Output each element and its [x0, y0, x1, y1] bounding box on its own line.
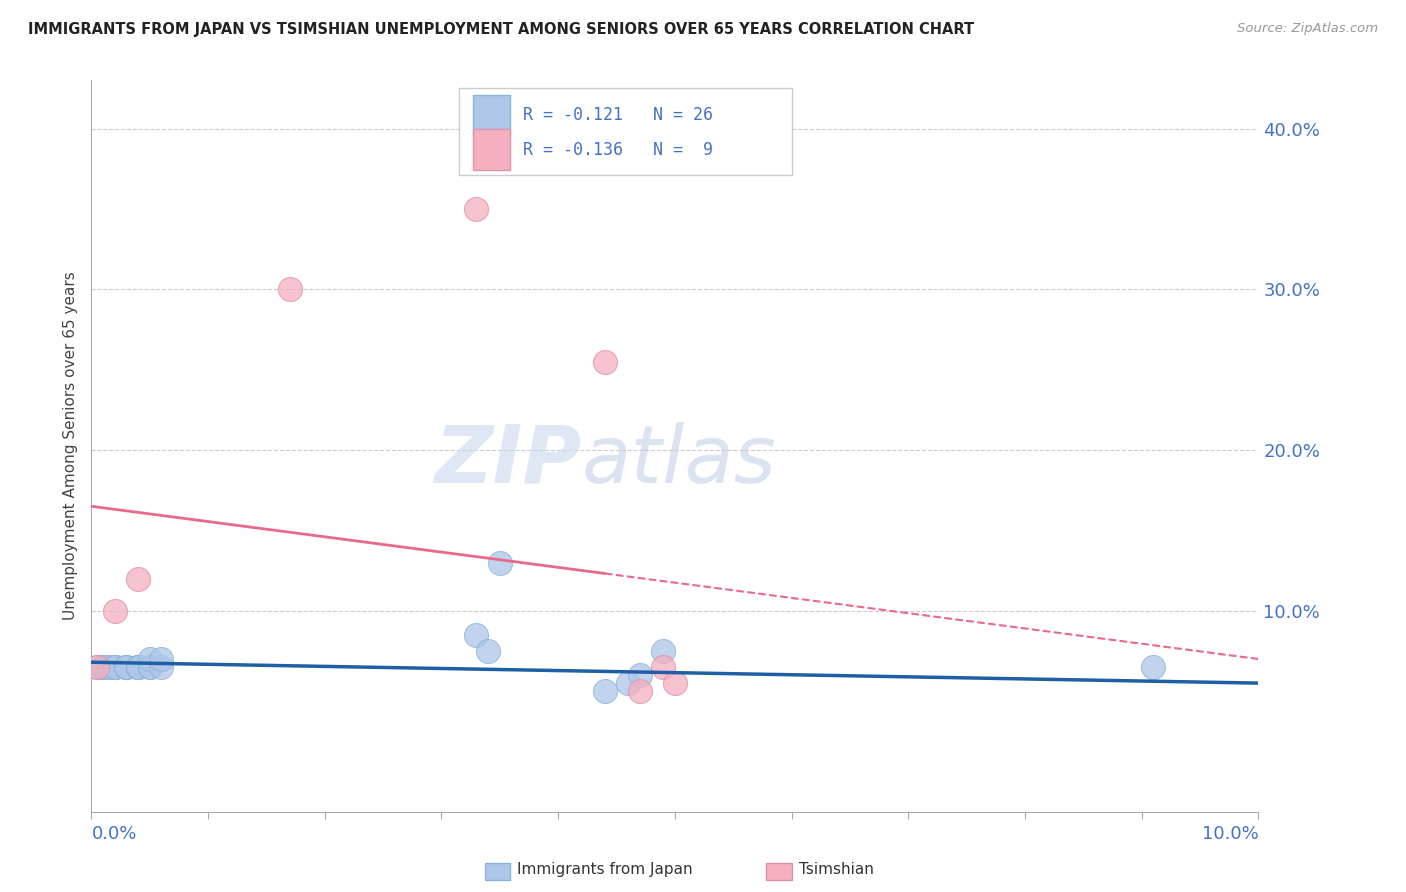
Point — [104, 660, 127, 674]
Text: IMMIGRANTS FROM JAPAN VS TSIMSHIAN UNEMPLOYMENT AMONG SENIORS OVER 65 YEARS CORR: IMMIGRANTS FROM JAPAN VS TSIMSHIAN UNEMP… — [28, 22, 974, 37]
FancyBboxPatch shape — [458, 87, 792, 176]
Point — [278, 282, 301, 296]
Text: 10.0%: 10.0% — [1202, 824, 1258, 843]
Text: Tsimshian: Tsimshian — [799, 863, 873, 877]
Text: atlas: atlas — [582, 422, 776, 500]
Point — [138, 660, 162, 674]
Point — [489, 556, 512, 570]
Text: Immigrants from Japan: Immigrants from Japan — [517, 863, 693, 877]
Point — [593, 354, 616, 368]
Point — [104, 660, 127, 674]
Point — [91, 660, 114, 674]
Point — [86, 660, 108, 674]
Text: ZIP: ZIP — [434, 422, 582, 500]
Point — [138, 652, 162, 666]
Point — [91, 660, 114, 674]
Point — [1142, 660, 1164, 674]
Text: R = -0.136   N =  9: R = -0.136 N = 9 — [523, 141, 713, 159]
Point — [97, 660, 120, 674]
Point — [593, 684, 616, 698]
Text: Source: ZipAtlas.com: Source: ZipAtlas.com — [1237, 22, 1378, 36]
Text: 0.0%: 0.0% — [91, 824, 136, 843]
Point — [477, 644, 499, 658]
FancyBboxPatch shape — [472, 95, 510, 136]
Point — [104, 660, 127, 674]
FancyBboxPatch shape — [472, 129, 510, 169]
Point — [127, 660, 149, 674]
Point — [628, 684, 651, 698]
Y-axis label: Unemployment Among Seniors over 65 years: Unemployment Among Seniors over 65 years — [62, 272, 77, 620]
Text: R = -0.121   N = 26: R = -0.121 N = 26 — [523, 106, 713, 124]
Point — [652, 660, 675, 674]
Point — [465, 628, 488, 642]
Point — [104, 604, 127, 618]
Point — [652, 644, 675, 658]
Point — [664, 676, 686, 690]
Point — [617, 676, 640, 690]
Point — [86, 660, 108, 674]
Point — [138, 660, 162, 674]
Point — [150, 652, 173, 666]
Point — [465, 202, 488, 216]
Point — [628, 668, 651, 682]
Point — [115, 660, 138, 674]
Point — [127, 660, 149, 674]
Point — [115, 660, 138, 674]
Point — [115, 660, 138, 674]
Point — [127, 660, 149, 674]
Point — [127, 572, 149, 586]
Point — [150, 660, 173, 674]
